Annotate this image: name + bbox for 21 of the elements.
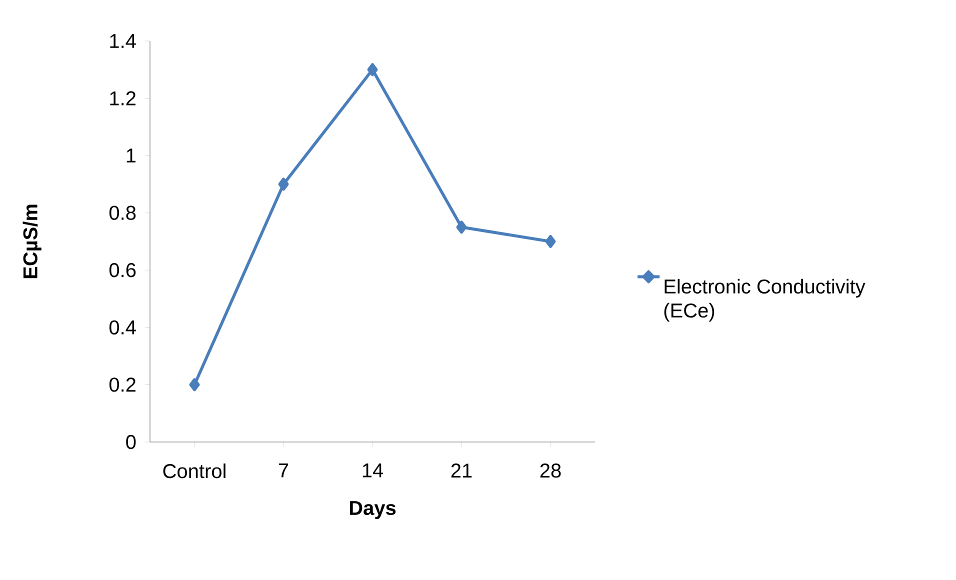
x-tick-label: 7 <box>278 464 288 478</box>
x-tick-label: 21 <box>451 464 472 478</box>
x-tick-label: Control <box>163 464 226 478</box>
y-tick-label: 0.4 <box>109 320 136 334</box>
point <box>189 378 200 392</box>
y-tick-label: 1 <box>126 148 136 162</box>
legend-label: Electronic Conductivity (ECe) <box>664 278 866 322</box>
x-tick-label: 14 <box>362 464 384 478</box>
y-tick-label: 0.2 <box>109 378 136 392</box>
y-tick-label: 1.4 <box>110 34 136 48</box>
point <box>545 234 556 248</box>
x-tick-label: 28 <box>540 464 561 478</box>
y-axis-title: ECµS/m <box>22 204 42 278</box>
point <box>367 63 378 76</box>
y-tick-label: 0.6 <box>109 263 136 278</box>
y-tick-label: 1.2 <box>110 91 136 106</box>
point <box>456 220 467 234</box>
x-axis-title: Days <box>350 501 396 519</box>
y-tick-label: 0.8 <box>109 206 136 220</box>
point <box>278 178 289 191</box>
y-tick-label: 0 <box>126 434 136 450</box>
